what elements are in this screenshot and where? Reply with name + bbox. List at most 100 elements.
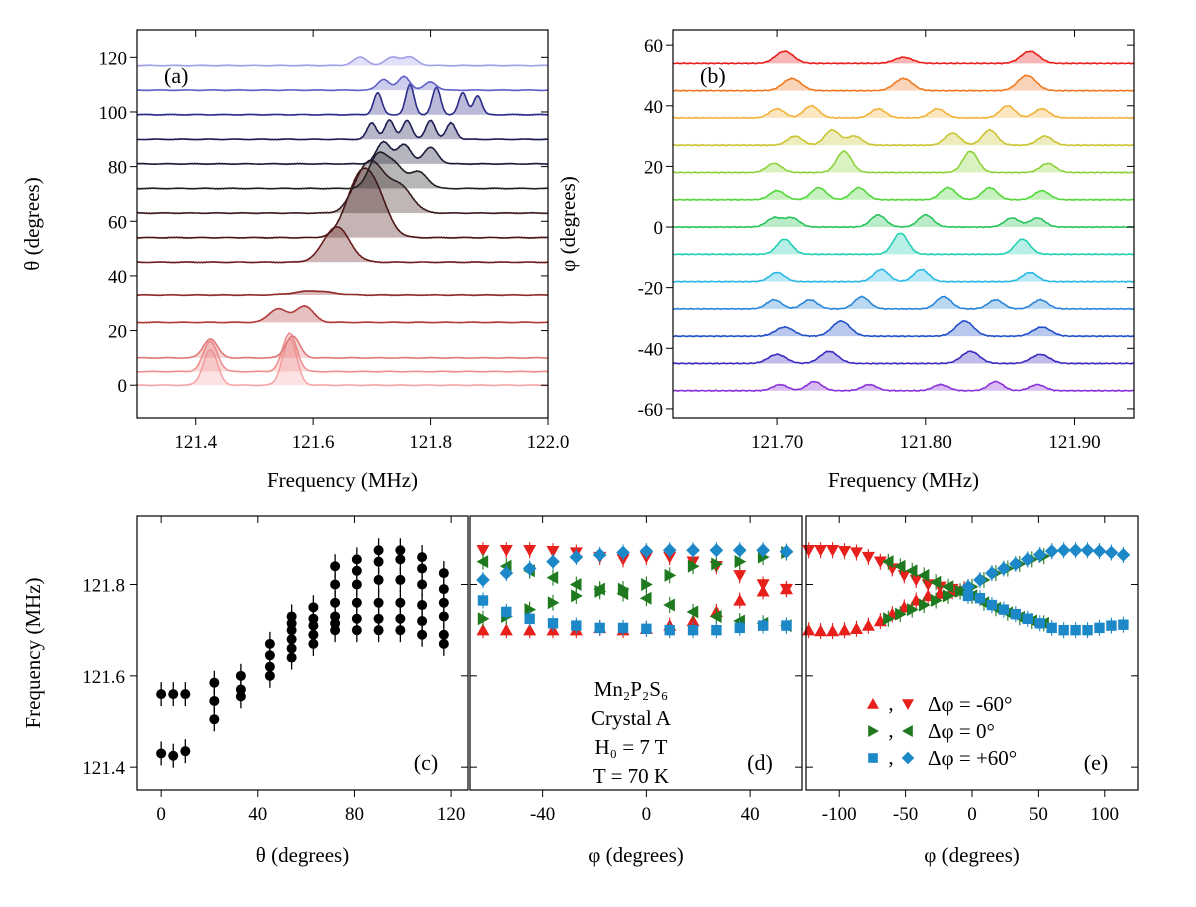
data-point-triangle-left: [881, 555, 894, 569]
data-point-square: [1046, 622, 1057, 634]
data-point-diamond: [592, 547, 607, 562]
x-tick-label: 122.0: [527, 432, 570, 453]
data-point-square: [617, 622, 629, 634]
data-point-triangle-up: [499, 623, 513, 636]
panel-label: (d): [747, 750, 773, 775]
spectrum-line: [136, 83, 549, 117]
spectrum-line: [672, 50, 1135, 65]
spectrum-line: [672, 295, 1135, 311]
data-point-diamond: [779, 544, 794, 559]
spectrum-fill: [673, 320, 1134, 337]
data-point-diamond: [732, 543, 747, 558]
legend-separator: ,: [888, 718, 893, 742]
x-axis-label: φ (degrees): [924, 843, 1019, 867]
y-tick-label: 121.4: [82, 758, 125, 779]
x-tick-label: 0: [156, 804, 166, 825]
data-point: [395, 574, 406, 585]
data-point-triangle-left: [905, 564, 918, 578]
data-point-triangle-right: [942, 589, 955, 603]
x-tick-label: 121.8: [409, 432, 452, 453]
y-tick-label: 60: [108, 212, 127, 233]
data-point-square: [1070, 624, 1081, 636]
data-point-triangle-right: [571, 589, 583, 603]
spectrum-fill: [137, 226, 548, 263]
y-tick-label: 0: [654, 218, 664, 239]
data-point: [286, 611, 297, 622]
data-point-diamond: [985, 566, 999, 580]
data-point-triangle-up: [826, 624, 840, 637]
panel-e: -100 -50 0 50 100 φ (degrees) (e), Δφ = -60°, Δφ…: [802, 515, 1139, 867]
x-tick-label: 0: [642, 804, 652, 825]
spectrum-line: [136, 337, 549, 387]
data-point-square: [1094, 622, 1105, 634]
data-point: [395, 545, 406, 556]
y-tick-label: 20: [108, 322, 127, 343]
data-point-square: [524, 613, 535, 624]
spectrum-line: [136, 151, 549, 190]
x-axis-label: Frequency (MHz): [828, 468, 979, 492]
spectrum-fill: [137, 119, 548, 140]
data-point-triangle-left: [593, 582, 605, 596]
y-tick-label: 20: [644, 157, 663, 178]
data-point-triangle-left: [709, 609, 722, 623]
x-tick-label: 100: [1091, 804, 1120, 825]
data-point-triangle-right: [664, 568, 677, 582]
spectrum-line: [672, 104, 1135, 120]
data-point-square: [974, 593, 986, 604]
y-tick-label: 40: [644, 97, 663, 118]
spectrum-line: [672, 213, 1135, 229]
data-point-triangle-right: [524, 603, 537, 617]
data-point-triangle-left: [663, 598, 675, 612]
data-point-triangle-up: [802, 623, 816, 636]
y-axis-label: Frequency (MHz): [21, 577, 45, 728]
data-point: [209, 677, 220, 688]
spectrum-line: [672, 350, 1134, 365]
data-point-triangle-down: [897, 570, 911, 582]
spectrum-line: [136, 167, 549, 240]
data-point-triangle-down: [733, 570, 747, 582]
spectrum-fill: [673, 75, 1134, 92]
spectrum-fill: [137, 152, 548, 189]
data-point-diamond: [546, 554, 560, 569]
x-axis-label: θ (degrees): [256, 843, 349, 867]
data-point-square: [781, 620, 792, 631]
data-point: [209, 695, 220, 706]
data-point-triangle-down: [861, 551, 875, 564]
data-point-triangle-left: [639, 591, 652, 605]
data-point-diamond: [1080, 543, 1095, 558]
spectrum-line: [136, 140, 549, 166]
data-point: [417, 579, 428, 590]
x-tick-label: 121.4: [174, 432, 217, 453]
data-point-triangle-down: [523, 545, 537, 557]
spectrum-line: [136, 159, 549, 215]
data-point: [395, 597, 406, 608]
x-tick-label: 40: [741, 804, 760, 825]
data-point-diamond: [686, 543, 700, 558]
data-point-triangle-left: [953, 584, 966, 598]
x-tick-label: 121.80: [900, 432, 952, 453]
data-point-square: [547, 618, 559, 629]
annotation-line: H₀ = 7 T: [594, 735, 667, 759]
data-point-triangle-down: [802, 545, 816, 557]
data-point-triangle-left: [476, 555, 489, 569]
data-point: [308, 602, 319, 613]
data-point-diamond: [476, 573, 490, 587]
data-point: [417, 629, 428, 640]
data-point-square: [1118, 619, 1129, 630]
data-point-diamond: [901, 751, 915, 765]
data-point-triangle-right: [687, 559, 700, 573]
data-point-square: [1022, 613, 1033, 624]
y-tick-label: 0: [118, 376, 128, 397]
spectrum-line: [672, 128, 1135, 147]
data-point: [351, 554, 362, 565]
data-point-diamond: [756, 543, 770, 558]
x-tick-label: -100: [822, 804, 857, 825]
data-point-diamond: [569, 550, 584, 564]
data-point-triangle-right: [907, 603, 919, 617]
data-point-triangle-up: [523, 623, 537, 636]
spectrum-line: [136, 289, 549, 297]
data-point: [373, 613, 384, 624]
data-point: [330, 561, 341, 572]
data-point-triangle-left: [569, 578, 582, 591]
data-point-square: [757, 620, 769, 631]
